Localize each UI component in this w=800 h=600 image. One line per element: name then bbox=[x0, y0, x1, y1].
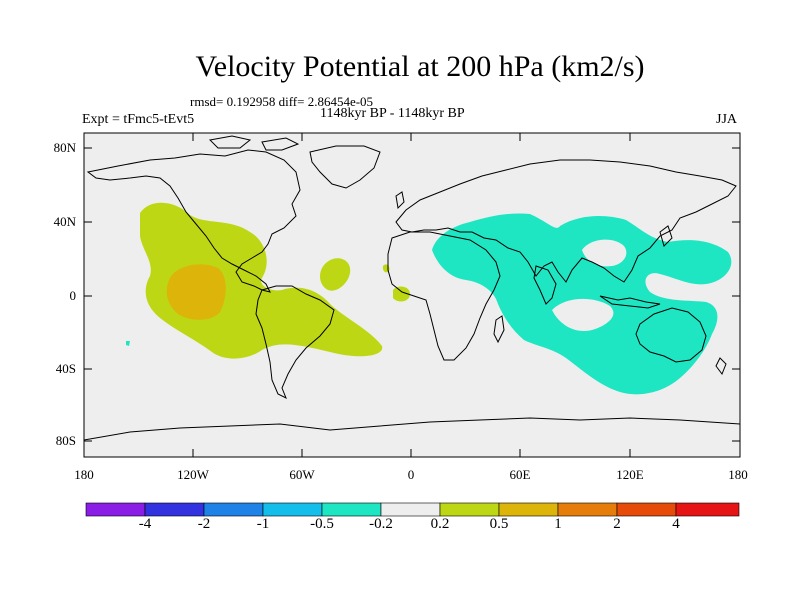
lon-label-120e: 120E bbox=[616, 467, 644, 482]
colorbar-box-7 bbox=[439, 502, 500, 517]
colorbar-label-5: -0.2 bbox=[369, 516, 393, 532]
coastlines bbox=[84, 135, 740, 441]
coastline-australia bbox=[635, 307, 707, 363]
coastline-india bbox=[533, 265, 557, 305]
axis-ticks bbox=[83, 133, 741, 457]
coastline-indonesia bbox=[599, 295, 661, 309]
stats-text: rmsd= 0.192958 diff= 2.86454e-05 bbox=[190, 94, 374, 109]
lon-label-120w: 120W bbox=[177, 467, 209, 482]
contour-negative-hole bbox=[582, 239, 627, 267]
lon-label-60e: 60E bbox=[509, 467, 531, 482]
colorbar-box-9 bbox=[557, 502, 618, 517]
lon-label-180w: 180 bbox=[74, 467, 94, 482]
colorbar-label-7: 0.5 bbox=[489, 516, 509, 532]
period-label: 1148kyr BP - 1148kyr BP bbox=[320, 106, 465, 121]
contour-fills bbox=[126, 202, 732, 395]
colorbar-label-6: 0.2 bbox=[430, 516, 450, 532]
coastline-japan bbox=[659, 225, 673, 247]
coastline-africa bbox=[387, 231, 501, 361]
colorbar-box-11 bbox=[675, 502, 740, 517]
colorbar-box-5 bbox=[321, 502, 382, 517]
colorbar-label-3: -1 bbox=[256, 516, 270, 532]
coastline-south-america bbox=[255, 285, 335, 400]
colorbar-box-8 bbox=[498, 502, 559, 517]
lon-label-0: 0 bbox=[407, 467, 415, 482]
lat-label-40n: 40N bbox=[53, 214, 76, 229]
colorbar-label-1: -4 bbox=[138, 516, 152, 532]
contour-negative-speck bbox=[126, 341, 130, 346]
colorbar-label-2: -2 bbox=[197, 516, 211, 532]
lon-label-180e: 180 bbox=[728, 467, 748, 482]
contour-positive-atlantic bbox=[320, 258, 351, 291]
colorbar-label-4: -0.5 bbox=[310, 516, 334, 532]
coastline-antarctica bbox=[84, 417, 740, 441]
contour-negative-hole-2 bbox=[552, 298, 614, 332]
contour-positive-core bbox=[166, 264, 226, 320]
lat-label-80s: 80S bbox=[55, 433, 76, 448]
chart-title: Velocity Potential at 200 hPa (km2/s) bbox=[195, 50, 645, 83]
colorbar-label-10: 4 bbox=[672, 516, 680, 532]
coastline-eurasia bbox=[395, 159, 737, 283]
lat-label-0: 0 bbox=[69, 288, 77, 303]
lat-label-80n: 80N bbox=[53, 140, 76, 155]
colorbar-label-8: 1 bbox=[554, 516, 562, 532]
colorbar-box-2 bbox=[144, 502, 205, 517]
colorbar bbox=[85, 502, 740, 517]
colorbar-box-10 bbox=[616, 502, 677, 517]
colorbar-box-6 bbox=[380, 502, 441, 517]
colorbar-box-3 bbox=[203, 502, 264, 517]
season-label: JJA bbox=[716, 112, 738, 127]
coastline-uk bbox=[395, 191, 405, 210]
colorbar-box-1 bbox=[85, 502, 146, 517]
coastline-madagascar bbox=[493, 315, 505, 344]
coastline-north-america bbox=[86, 149, 301, 293]
contour-positive-africa-small bbox=[393, 286, 410, 302]
experiment-label: Expt = tFmc5-tEvt5 bbox=[82, 112, 195, 127]
coastline-arctic-islands bbox=[208, 135, 300, 151]
coastline-greenland bbox=[309, 145, 381, 189]
lon-label-60w: 60W bbox=[289, 467, 315, 482]
colorbar-box-4 bbox=[262, 502, 323, 517]
coastline-new-zealand bbox=[715, 357, 727, 376]
lat-label-40s: 40S bbox=[55, 361, 76, 376]
map-frame bbox=[83, 132, 741, 458]
colorbar-label-9: 2 bbox=[613, 516, 621, 532]
